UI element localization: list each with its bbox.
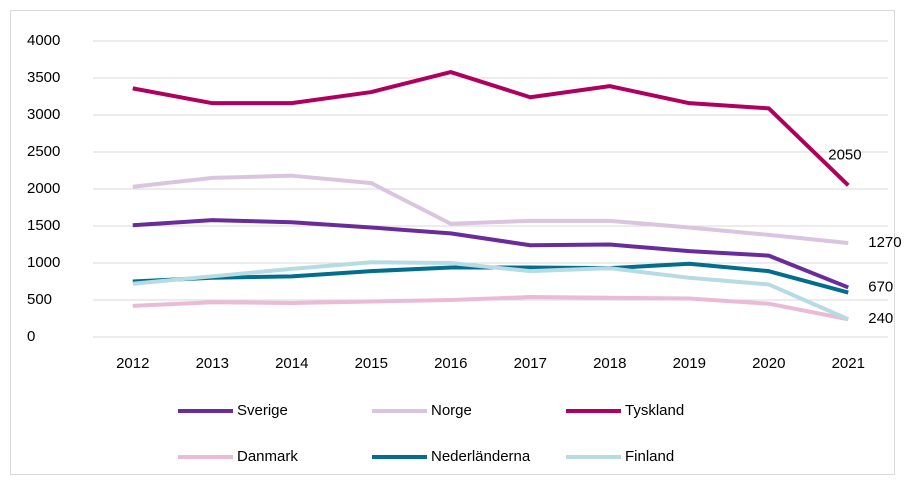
y-tick-label: 500 <box>27 291 52 308</box>
data-label: 670 <box>868 278 893 295</box>
series-line <box>132 218 849 290</box>
x-tick-label: 2014 <box>275 355 308 372</box>
data-label: 2050 <box>828 146 861 163</box>
legend-label: Sverige <box>237 402 288 419</box>
series-line <box>132 295 849 322</box>
x-tick-label: 2021 <box>832 355 865 372</box>
legend-label: Nederländerna <box>431 448 531 465</box>
x-tick-label: 2012 <box>116 355 149 372</box>
y-tick-label: 4000 <box>27 32 60 49</box>
x-tick-label: 2020 <box>752 355 785 372</box>
legend-label: Tyskland <box>625 402 684 419</box>
series-line <box>132 173 849 246</box>
y-tick-label: 3500 <box>27 69 60 86</box>
x-tick-label: 2018 <box>593 355 626 372</box>
series-line <box>132 70 850 187</box>
legend-label: Finland <box>625 448 674 465</box>
legend-label: Danmark <box>237 448 298 465</box>
y-tick-label: 3000 <box>27 106 60 123</box>
data-label: 1270 <box>868 234 901 251</box>
y-tick-label: 2000 <box>27 180 60 197</box>
chart-frame <box>10 10 895 475</box>
y-tick-label: 0 <box>27 328 35 345</box>
x-tick-label: 2015 <box>355 355 388 372</box>
y-tick-label: 2500 <box>27 143 60 160</box>
y-tick-label: 1500 <box>27 217 60 234</box>
x-tick-label: 2019 <box>673 355 706 372</box>
x-tick-label: 2016 <box>434 355 467 372</box>
series-line <box>132 260 850 322</box>
x-tick-label: 2017 <box>514 355 547 372</box>
data-label: 240 <box>868 310 893 327</box>
legend-label: Norge <box>431 402 472 419</box>
x-tick-label: 2013 <box>196 355 229 372</box>
y-tick-label: 1000 <box>27 254 60 271</box>
